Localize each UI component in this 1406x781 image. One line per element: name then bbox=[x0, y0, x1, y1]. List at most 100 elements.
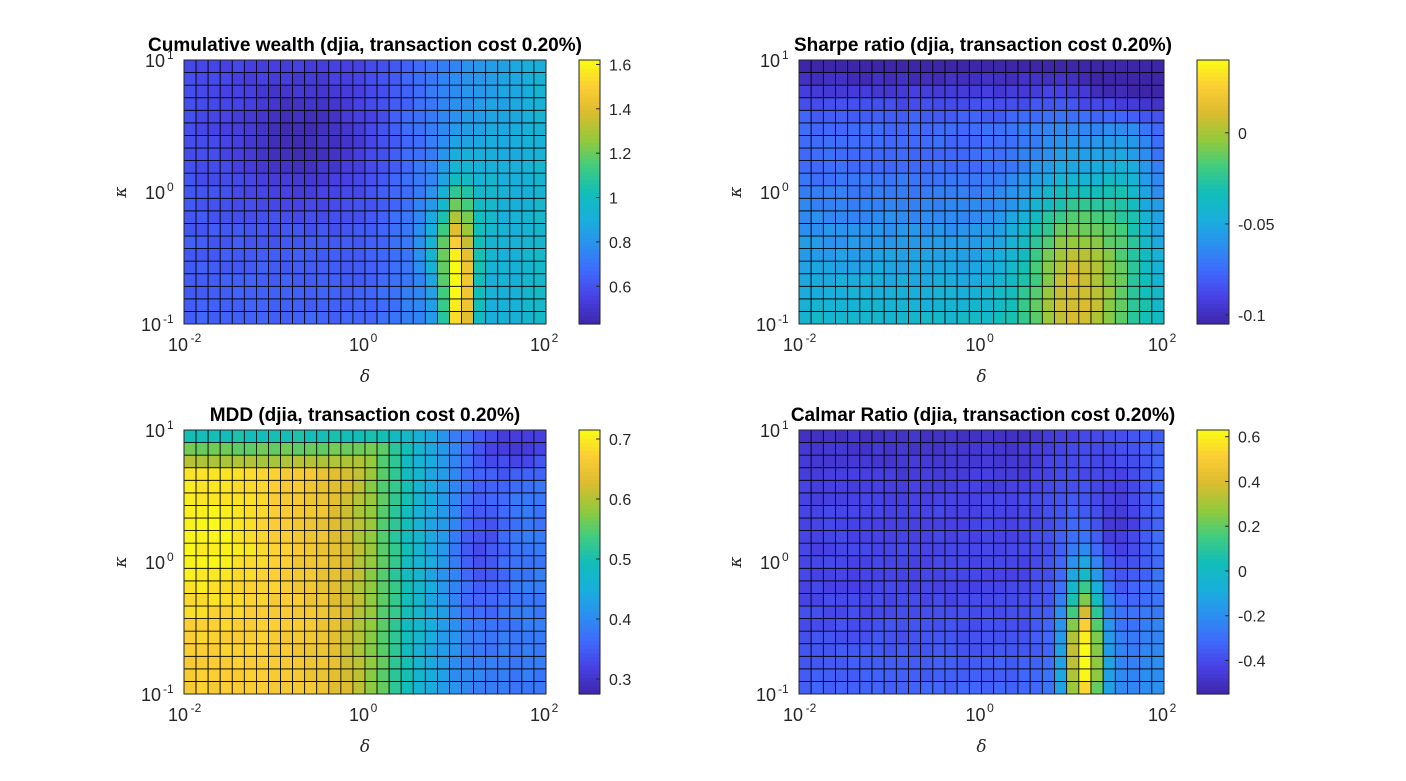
heatmap-cell bbox=[436, 593, 450, 607]
colorbar-swatch bbox=[1197, 479, 1229, 485]
heatmap-cell bbox=[388, 668, 402, 682]
heatmap-cell bbox=[195, 72, 209, 86]
heatmap-cell bbox=[1127, 593, 1141, 607]
heatmap-cell bbox=[810, 492, 824, 506]
heatmap-cell bbox=[328, 109, 342, 124]
heatmap-cell bbox=[810, 172, 824, 187]
heatmap-cell bbox=[847, 59, 861, 73]
heatmap-cell bbox=[798, 567, 812, 582]
heatmap-cell bbox=[1127, 285, 1141, 300]
colorbar-swatch bbox=[579, 150, 600, 156]
heatmap-cell bbox=[268, 605, 281, 619]
heatmap-cell bbox=[497, 643, 511, 657]
colorbar-swatch bbox=[579, 640, 600, 646]
heatmap-cell bbox=[798, 442, 812, 456]
heatmap-cell bbox=[461, 479, 474, 494]
heatmap-cell bbox=[473, 197, 487, 212]
colorbar-swatch bbox=[579, 512, 600, 518]
heatmap-cell bbox=[219, 479, 233, 494]
heatmap-cell bbox=[521, 285, 535, 300]
heatmap-cell bbox=[1090, 160, 1104, 174]
heatmap-cell bbox=[376, 72, 390, 86]
heatmap-cell bbox=[316, 593, 330, 607]
heatmap-cell bbox=[400, 580, 414, 594]
heatmap-cell bbox=[810, 210, 824, 224]
heatmap-cell bbox=[1041, 223, 1055, 237]
heatmap-cell bbox=[364, 655, 378, 670]
heatmap-cell bbox=[461, 630, 474, 645]
heatmap-cell bbox=[1139, 97, 1153, 111]
heatmap-cell bbox=[1041, 429, 1055, 443]
heatmap-cell bbox=[798, 210, 812, 224]
heatmap-cell bbox=[798, 260, 812, 275]
colorbar-swatch bbox=[1197, 97, 1229, 102]
heatmap-cell bbox=[400, 467, 414, 481]
heatmap-cell bbox=[981, 442, 995, 456]
colorbar-swatch bbox=[1197, 315, 1229, 321]
heatmap-cell bbox=[1151, 681, 1165, 695]
heatmap-cell bbox=[436, 429, 450, 443]
heatmap-cell bbox=[847, 530, 861, 544]
heatmap-cell bbox=[810, 580, 824, 594]
heatmap-cell bbox=[473, 210, 487, 224]
heatmap-cell bbox=[533, 454, 547, 469]
heatmap-cell bbox=[1114, 681, 1128, 695]
colorbar-swatch bbox=[579, 163, 600, 168]
colorbar-swatch bbox=[1197, 562, 1229, 567]
heatmap-cell bbox=[424, 681, 438, 695]
heatmap-cell bbox=[1029, 530, 1043, 544]
heatmap-cell bbox=[449, 84, 462, 99]
heatmap-cell bbox=[533, 260, 547, 275]
heatmap-cell bbox=[364, 580, 378, 594]
colorbar-swatch bbox=[579, 183, 600, 189]
heatmap-cell bbox=[895, 517, 909, 531]
heatmap-cell bbox=[473, 681, 487, 695]
heatmap-cell bbox=[316, 555, 330, 569]
heatmap-cell bbox=[1078, 618, 1092, 632]
heatmap-cell bbox=[509, 210, 523, 224]
heatmap-cell bbox=[485, 109, 499, 124]
heatmap-cell bbox=[871, 454, 885, 469]
y-axis-label: κ bbox=[111, 186, 131, 198]
heatmap-cell bbox=[521, 605, 535, 619]
heatmap-cell bbox=[1054, 555, 1068, 569]
heatmap-cell bbox=[183, 160, 197, 174]
heatmap-cell bbox=[485, 135, 499, 149]
heatmap-cell bbox=[1066, 135, 1080, 149]
heatmap-cell bbox=[810, 643, 824, 657]
heatmap-cell bbox=[424, 442, 438, 456]
heatmap-cell bbox=[207, 172, 221, 187]
heatmap-cell bbox=[436, 668, 450, 682]
heatmap-cell bbox=[255, 505, 269, 519]
colorbar-swatch bbox=[1197, 163, 1229, 168]
heatmap-cell bbox=[859, 172, 873, 187]
heatmap-cell bbox=[798, 147, 812, 161]
heatmap-cell bbox=[436, 442, 450, 456]
heatmap-cell bbox=[521, 273, 535, 287]
colorbar-swatch bbox=[1197, 537, 1229, 542]
heatmap-cell bbox=[944, 593, 958, 607]
heatmap-cell bbox=[304, 59, 318, 73]
colorbar-swatch bbox=[579, 315, 600, 321]
heatmap-cell bbox=[231, 630, 245, 645]
colorbar-swatch bbox=[1197, 500, 1229, 505]
heatmap-cell bbox=[231, 298, 245, 312]
heatmap-cell bbox=[352, 517, 366, 531]
heatmap-cell bbox=[436, 135, 450, 149]
heatmap-cell bbox=[340, 643, 354, 657]
heatmap-cell bbox=[449, 197, 462, 212]
heatmap-cell bbox=[219, 285, 233, 300]
heatmap-cell bbox=[449, 681, 462, 695]
heatmap-cell bbox=[231, 517, 245, 531]
heatmap-cell bbox=[352, 668, 366, 682]
heatmap-cell bbox=[981, 605, 995, 619]
heatmap-cell bbox=[968, 479, 982, 494]
heatmap-cell bbox=[304, 172, 318, 187]
heatmap-cell bbox=[473, 135, 487, 149]
heatmap-cell bbox=[292, 109, 306, 124]
colorbar-swatch bbox=[1197, 454, 1229, 460]
heatmap-cell bbox=[1127, 567, 1141, 582]
x-tick-exponent: 2 bbox=[552, 331, 559, 345]
heatmap-cell bbox=[533, 298, 547, 312]
heatmap-cell bbox=[798, 298, 812, 312]
